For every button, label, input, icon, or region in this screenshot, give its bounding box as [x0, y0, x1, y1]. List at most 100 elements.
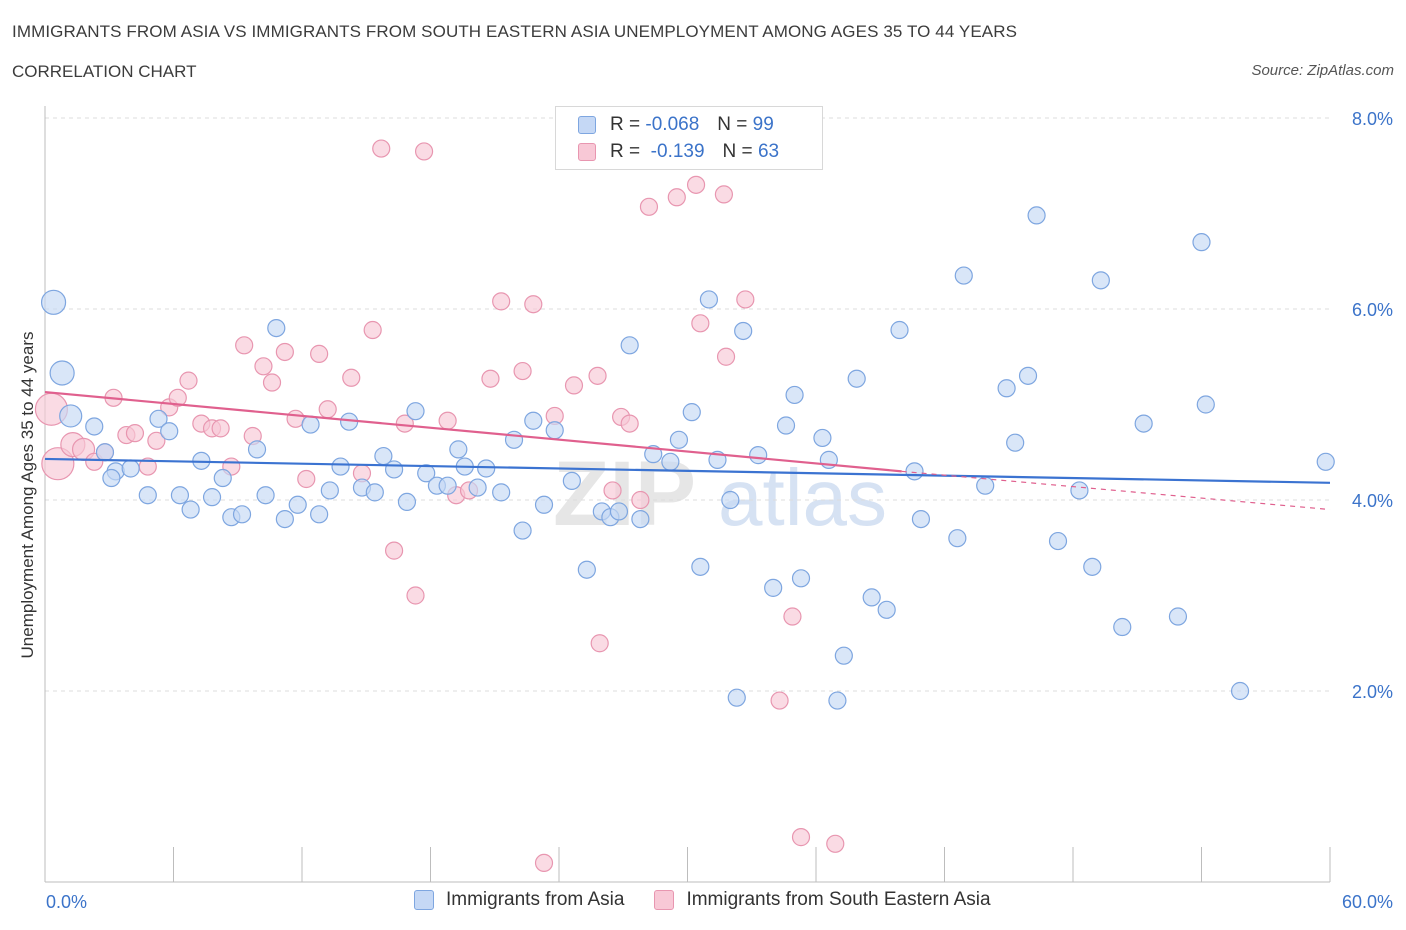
point-asia	[877, 600, 896, 619]
point-asia	[1018, 366, 1038, 385]
point-asia	[631, 509, 650, 529]
point-asia	[438, 476, 457, 495]
chart-subtitle: CORRELATION CHART	[12, 62, 197, 81]
trend-line-asia	[44, 457, 1331, 484]
point-asia	[791, 569, 811, 588]
point-asia	[911, 509, 931, 529]
point-asia	[1230, 681, 1250, 701]
point-south-eastern-asia	[384, 541, 404, 560]
source-label: Source: ZipAtlas.com	[1251, 62, 1394, 79]
point-asia	[232, 505, 252, 524]
point-south-eastern-asia	[254, 357, 273, 376]
point-south-eastern-asia	[603, 481, 622, 500]
chart-title: IMMIGRANTS FROM ASIA VS IMMIGRANTS FROM …	[12, 22, 1018, 41]
point-asia	[620, 336, 639, 355]
legend-label-south-eastern-asia: Immigrants from South Eastern Asia	[686, 889, 991, 910]
legend-swatch-asia	[414, 890, 434, 910]
point-asia	[954, 266, 973, 285]
point-south-eastern-asia	[639, 197, 659, 216]
point-asia	[1192, 233, 1211, 252]
point-asia	[644, 445, 663, 464]
point-south-eastern-asia	[211, 419, 230, 438]
point-south-eastern-asia	[372, 139, 391, 158]
point-south-eastern-asia	[168, 388, 187, 407]
point-asia	[267, 319, 286, 338]
point-asia	[1113, 617, 1132, 637]
point-south-eastern-asia	[714, 185, 734, 204]
point-asia	[406, 402, 425, 421]
point-asia	[149, 409, 168, 428]
legend-r-label: R =	[610, 141, 641, 162]
point-asia	[1134, 414, 1153, 433]
point-south-eastern-asia	[783, 607, 802, 626]
legend-r-value: -0.139	[650, 141, 705, 162]
point-asia	[301, 415, 320, 434]
trend-lines	[44, 390, 1331, 511]
point-asia	[320, 481, 339, 500]
point-south-eastern-asia	[179, 371, 198, 390]
point-asia	[682, 403, 701, 422]
point-south-eastern-asia	[590, 634, 609, 653]
point-asia	[1196, 395, 1215, 414]
legend-swatch-south-eastern-asia	[578, 143, 596, 161]
point-south-eastern-asia	[310, 344, 329, 363]
point-asia	[138, 486, 157, 505]
point-asia	[524, 411, 543, 430]
point-asia	[397, 492, 417, 512]
point-south-eastern-asia	[125, 424, 145, 443]
point-asia	[862, 588, 881, 607]
legend-item-south-eastern-asia: Immigrants from South Eastern Asia	[654, 889, 991, 911]
legend-row-south-eastern-asia: R = -0.139 N = 63	[578, 140, 779, 164]
point-asia	[534, 495, 554, 514]
point-asia	[1168, 607, 1188, 626]
point-south-eastern-asia	[716, 347, 736, 366]
point-asia	[727, 688, 746, 707]
point-south-eastern-asia	[588, 366, 607, 385]
point-asia	[477, 459, 496, 478]
point-asia	[721, 490, 740, 510]
point-asia	[776, 416, 796, 435]
point-south-eastern-asia	[318, 400, 337, 419]
point-south-eastern-asia	[691, 314, 710, 333]
x-tick-label: 60.0%	[1342, 892, 1393, 912]
point-south-eastern-asia	[524, 295, 543, 314]
point-asia	[275, 509, 294, 529]
point-asia	[417, 464, 436, 483]
point-south-eastern-asia	[667, 188, 686, 207]
legend-n-value: 63	[757, 141, 780, 162]
point-asia	[40, 289, 67, 315]
point-south-eastern-asia	[363, 320, 382, 340]
point-asia	[834, 646, 853, 665]
point-asia	[95, 443, 115, 462]
legend-item-asia: Immigrants from Asia	[414, 889, 624, 911]
point-asia	[492, 483, 511, 502]
point-asia	[669, 430, 689, 449]
point-south-eastern-asia	[564, 376, 584, 395]
point-asia	[331, 457, 350, 476]
point-asia	[545, 421, 564, 440]
point-asia	[976, 476, 995, 495]
point-south-eastern-asia	[297, 469, 316, 489]
point-asia	[365, 483, 384, 502]
point-asia	[734, 321, 753, 341]
point-asia	[1083, 557, 1102, 576]
point-south-eastern-asia	[414, 142, 434, 161]
point-asia	[1316, 452, 1335, 471]
point-south-eastern-asia	[275, 342, 294, 362]
point-asia	[288, 495, 307, 514]
point-asia	[609, 502, 629, 521]
point-asia	[828, 691, 847, 710]
watermark-atlas: atlas	[718, 453, 887, 542]
point-asia	[997, 379, 1016, 398]
tick-labels: 2.0% 4.0% 6.0% 8.0% 0.0% 60.0%	[46, 109, 1393, 912]
point-asia	[948, 529, 967, 548]
legend-r-label: R =	[610, 114, 641, 135]
point-asia	[1070, 481, 1089, 500]
point-asia	[181, 500, 200, 519]
stats-legend: R = -0.068 N = 99 R = -0.139 N = 63	[555, 106, 823, 170]
series-legend: Immigrants from Asia Immigrants from Sou…	[414, 889, 1021, 911]
legend-n-label: N =	[717, 114, 748, 135]
point-asia	[449, 440, 468, 459]
legend-row-asia: R = -0.068 N = 99	[578, 113, 774, 137]
point-asia	[785, 385, 804, 405]
